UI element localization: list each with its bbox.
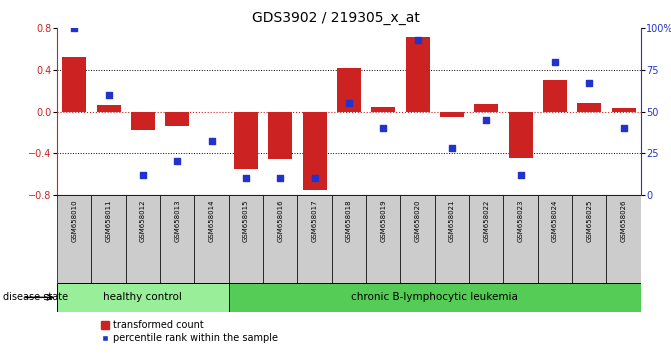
Bar (607, 195, 641, 283)
Bar (371, 107, 395, 112)
Bar (131, 112, 155, 130)
Text: GSM658018: GSM658018 (346, 199, 352, 242)
Bar (503, 195, 537, 283)
Bar (165, 112, 189, 126)
Bar (297, 195, 331, 283)
Bar (543, 80, 567, 112)
Text: GSM658026: GSM658026 (621, 199, 627, 242)
Text: GSM658025: GSM658025 (586, 199, 592, 241)
Bar (440, 112, 464, 117)
Text: chronic B-lymphocytic leukemia: chronic B-lymphocytic leukemia (352, 292, 518, 302)
Point (378, 125, 389, 131)
Text: GSM658017: GSM658017 (311, 199, 317, 242)
Bar (337, 68, 361, 112)
Bar (572, 195, 607, 283)
Point (309, 175, 320, 181)
Text: GSM658012: GSM658012 (140, 199, 146, 242)
Text: disease state: disease state (3, 292, 68, 302)
Text: GSM658020: GSM658020 (415, 199, 421, 242)
Bar (229, 195, 263, 283)
Bar (234, 112, 258, 169)
Point (412, 37, 423, 43)
Bar (435, 195, 469, 283)
Legend: transformed count, percentile rank within the sample: transformed count, percentile rank withi… (97, 316, 282, 347)
Bar (474, 104, 499, 112)
Bar (160, 195, 195, 283)
Text: GSM658015: GSM658015 (243, 199, 249, 242)
Bar (469, 195, 503, 283)
Point (344, 101, 354, 106)
Bar (405, 37, 429, 112)
Bar (401, 195, 435, 283)
Text: GSM658022: GSM658022 (483, 199, 489, 241)
Bar (263, 195, 297, 283)
Point (618, 125, 629, 131)
Bar (537, 195, 572, 283)
Bar (509, 112, 533, 158)
Point (206, 139, 217, 144)
Point (584, 80, 595, 86)
Point (172, 159, 183, 164)
Bar (62, 57, 86, 112)
Text: GSM658024: GSM658024 (552, 199, 558, 241)
Point (447, 145, 458, 151)
Text: healthy control: healthy control (103, 292, 183, 302)
Bar (195, 195, 229, 283)
Bar (303, 112, 327, 189)
Bar (577, 103, 601, 112)
Point (515, 172, 526, 178)
Text: GSM658023: GSM658023 (517, 199, 523, 242)
Point (103, 92, 114, 98)
Bar (612, 108, 635, 112)
Text: GSM658014: GSM658014 (209, 199, 215, 242)
Bar (97, 105, 121, 112)
Point (69, 25, 80, 31)
Text: GSM658011: GSM658011 (105, 199, 111, 242)
Text: GSM658016: GSM658016 (277, 199, 283, 242)
Text: GSM658013: GSM658013 (174, 199, 180, 242)
Text: GSM658010: GSM658010 (71, 199, 77, 242)
Point (240, 175, 251, 181)
Bar (366, 195, 401, 283)
Text: GSM658019: GSM658019 (380, 199, 386, 242)
Point (481, 117, 492, 123)
Bar (268, 112, 293, 159)
Bar (91, 195, 125, 283)
Point (138, 172, 148, 178)
Bar (57, 195, 91, 283)
Bar (229, 283, 641, 312)
Text: GDS3902 / 219305_x_at: GDS3902 / 219305_x_at (252, 11, 419, 25)
Point (550, 59, 560, 64)
Point (275, 175, 286, 181)
Bar (57, 283, 229, 312)
Bar (125, 195, 160, 283)
Bar (331, 195, 366, 283)
Text: GSM658021: GSM658021 (449, 199, 455, 242)
